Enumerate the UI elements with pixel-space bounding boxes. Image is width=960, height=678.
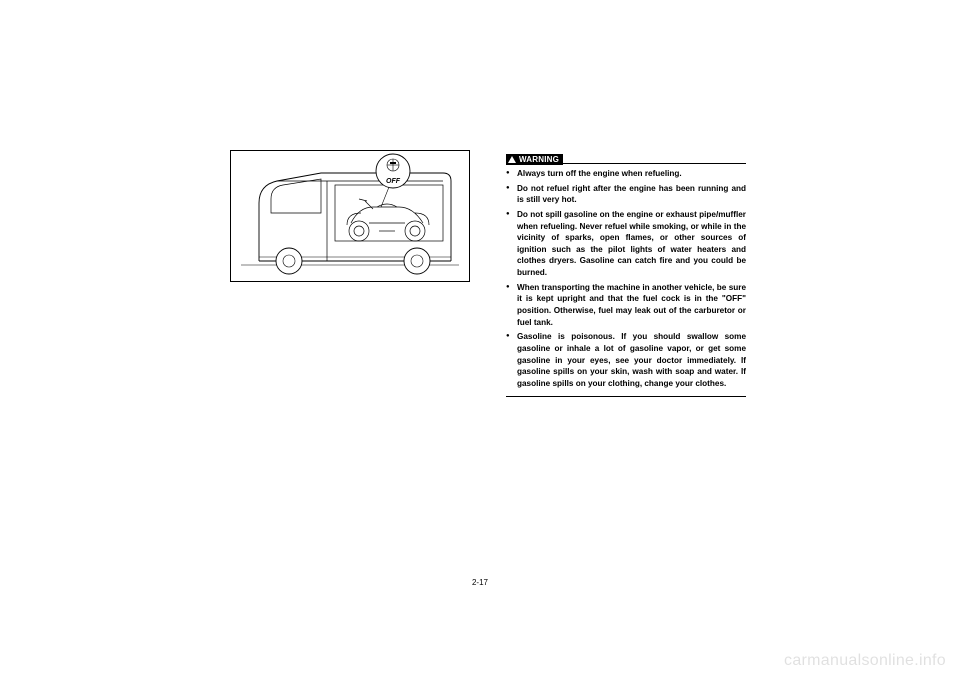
watermark-text: carmanualsonline.info: [784, 652, 946, 670]
transport-illustration: OFF: [230, 150, 470, 282]
van-atv-illustration: OFF: [231, 151, 469, 281]
warning-item: Do not spill gasoline on the engine or e…: [506, 209, 746, 279]
warning-item-text: When transporting the machine in another…: [517, 283, 746, 327]
warning-item-text: Do not spill gasoline on the engine or e…: [517, 210, 746, 277]
warning-label: WARNING: [506, 154, 563, 165]
warning-label-text: WARNING: [519, 155, 559, 164]
warning-item: Gasoline is poisonous. If you should swa…: [506, 331, 746, 389]
warning-item-text: Gasoline is poisonous. If you should swa…: [517, 332, 746, 388]
warning-item: Do not refuel right after the engine has…: [506, 183, 746, 206]
warning-triangle-icon: [508, 156, 516, 163]
manual-page: OFF WARNING Always turn off the engine w…: [0, 0, 960, 678]
warning-list: Always turn off the engine when refuelin…: [506, 168, 746, 390]
warning-item-text: Always turn off the engine when refuelin…: [517, 169, 682, 178]
warning-bottom-rule: [506, 396, 746, 397]
warning-item-text: Do not refuel right after the engine has…: [517, 184, 746, 205]
page-number: 2-17: [0, 578, 960, 587]
warning-item: When transporting the machine in another…: [506, 282, 746, 329]
off-label-text: OFF: [386, 178, 401, 185]
warning-item: Always turn off the engine when refuelin…: [506, 168, 746, 180]
warning-section: WARNING Always turn off the engine when …: [506, 150, 746, 397]
